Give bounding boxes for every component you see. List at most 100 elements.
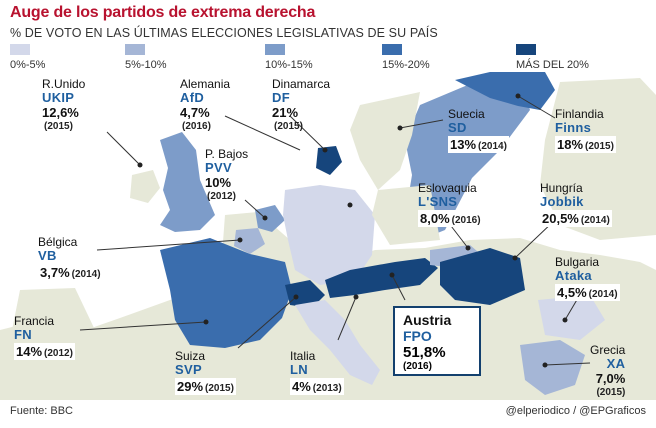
- legend-label: MÁS DEL 20%: [516, 59, 589, 71]
- france-leader-line: [79, 321, 207, 331]
- vote-percentage: 14%: [16, 343, 43, 359]
- vote-percentage: 20,5%: [542, 210, 579, 226]
- slovakia-dot: [465, 245, 471, 251]
- election-year: (2012): [44, 347, 73, 359]
- greece-leader-line: [544, 362, 591, 366]
- legend-item-5-10: 5%-10%: [125, 44, 167, 71]
- legend-swatch: [10, 44, 30, 55]
- party-name: SVP: [175, 362, 202, 378]
- label-slovakia: Eslovaquia L'SNS 8,0% (2016): [418, 181, 483, 228]
- sweden-dot: [397, 125, 403, 131]
- country-name: Grecia: [590, 343, 626, 357]
- legend-swatch: [125, 44, 145, 55]
- finland-dot: [515, 93, 521, 99]
- party-name: VB: [38, 248, 57, 264]
- election-year: (2015): [596, 386, 626, 398]
- country-name: Francia: [14, 314, 55, 328]
- legend-swatch: [516, 44, 536, 55]
- legend-item-10-15: 10%-15%: [265, 44, 313, 71]
- party-name: L'SNS: [418, 194, 458, 210]
- election-year: (2016): [451, 214, 481, 226]
- norway-shape: [350, 92, 420, 190]
- switzerland-leader-line: [237, 296, 297, 349]
- vote-percentage: 10%: [205, 174, 232, 190]
- label-france: Francia FN 14% (2012): [14, 314, 75, 361]
- italy-leader-line: [337, 296, 357, 341]
- denmark-leader-line: [289, 115, 326, 151]
- belgium-dot: [237, 237, 243, 243]
- country-name: Eslovaquia: [418, 181, 477, 195]
- page-title: Auge de los partidos de extrema derecha: [10, 4, 316, 21]
- vote-percentage: 29%: [177, 378, 204, 394]
- country-name: Finlandia: [555, 107, 604, 121]
- greece-shape: [520, 340, 585, 395]
- party-name: PVV: [205, 160, 232, 176]
- country-name: Bélgica: [38, 235, 78, 249]
- denmark-shape: [316, 146, 342, 175]
- netherlands-shape: [255, 205, 285, 232]
- election-year: (2015): [585, 140, 614, 152]
- legend-swatch: [265, 44, 285, 55]
- bulgaria-shape: [538, 295, 605, 340]
- denmark-dot: [322, 147, 328, 153]
- uk-leader-line: [106, 131, 141, 166]
- label-belgium: Bélgica VB 3,7% (2014): [38, 235, 103, 282]
- legend-label: 5%-10%: [125, 59, 167, 71]
- vote-percentage: 12,6%: [42, 104, 79, 120]
- legend-label: 10%-15%: [265, 59, 313, 71]
- label-uk: R.Unido UKIP 12,6% (2015): [42, 77, 86, 132]
- vote-percentage: 4,7%: [180, 104, 210, 120]
- election-year: (2016): [182, 120, 211, 132]
- label-denmark: Dinamarca DF 21% (2015): [272, 77, 331, 132]
- switzerland-shape: [285, 280, 325, 308]
- country-name: R.Unido: [42, 77, 86, 91]
- party-name: Finns: [555, 120, 592, 136]
- country-name: Dinamarca: [272, 77, 331, 91]
- switzerland-dot: [293, 294, 299, 300]
- callout-dots: [137, 93, 568, 368]
- ireland-shape: [130, 170, 160, 203]
- callout-lines: [79, 95, 591, 366]
- election-year: (2014): [71, 268, 101, 280]
- label-greece: Grecia XA 7,0% (2015): [590, 343, 626, 398]
- election-year: (2014): [478, 140, 507, 152]
- netherlands-dot: [262, 215, 268, 221]
- election-year: (2015): [274, 120, 303, 132]
- election-year: (2015): [44, 120, 73, 132]
- vote-percentage: 8,0%: [420, 210, 450, 226]
- italy-dot: [353, 294, 359, 300]
- bulgaria-leader-line: [564, 297, 579, 321]
- legend-label: 15%-20%: [382, 59, 430, 71]
- france-shape: [160, 238, 292, 348]
- label-switzerland: Suiza SVP 29% (2015): [175, 349, 236, 396]
- bulgaria-dot: [562, 317, 568, 323]
- election-year: (2014): [580, 214, 610, 226]
- label-sweden: Suecia SD 13% (2014): [448, 107, 509, 154]
- vote-percentage: 51,8%: [403, 344, 446, 361]
- legend-item-15-20: 15%-20%: [382, 44, 430, 71]
- country-name: Suiza: [175, 349, 206, 363]
- austria-shape: [325, 258, 438, 298]
- party-name: DF: [272, 90, 290, 106]
- belgium-leader-line: [96, 239, 241, 251]
- germany-dot: [347, 202, 353, 208]
- legend-item-0-5: 0%-5%: [10, 44, 45, 71]
- vote-percentage: 3,7%: [40, 264, 70, 280]
- hungary-shape: [440, 248, 525, 305]
- country-name: Hungría: [540, 181, 583, 195]
- party-name: Jobbik: [540, 194, 584, 210]
- party-name: AfD: [180, 90, 205, 106]
- label-netherlands: P. Bajos PVV 10% (2012): [205, 147, 249, 202]
- label-finland: Finlandia Finns 18% (2015): [555, 107, 616, 154]
- uk-dot: [137, 162, 143, 168]
- country-name: Bulgaria: [555, 255, 600, 269]
- france-dot: [203, 319, 209, 325]
- germany-shape: [283, 185, 375, 285]
- country-name: Suecia: [448, 107, 485, 121]
- country-name: P. Bajos: [205, 147, 249, 161]
- source-note: Fuente: BBC: [10, 405, 73, 417]
- vote-percentage: 21%: [272, 104, 299, 120]
- uk-shape: [160, 132, 215, 232]
- germany-leader-line: [224, 115, 301, 151]
- vote-percentage: 7,0%: [595, 370, 626, 386]
